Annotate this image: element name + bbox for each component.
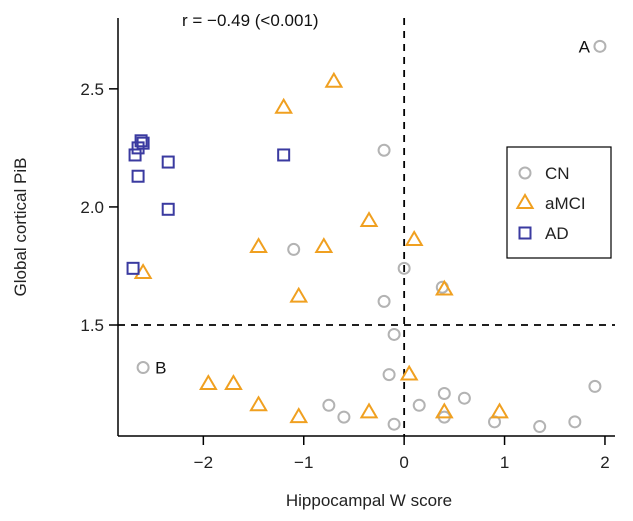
cn-point: [136, 361, 150, 375]
ad-point: [277, 148, 291, 162]
amci-point: [289, 286, 309, 303]
ad-point: [131, 169, 145, 183]
amci-point: [359, 211, 379, 228]
cn-point: [377, 143, 391, 157]
ad-point: [161, 202, 175, 216]
x-tick-label: 1: [500, 453, 509, 472]
amci-point: [274, 97, 294, 114]
amci-point: [324, 71, 344, 88]
amci-point: [434, 279, 454, 296]
legend-ad-label: AD: [545, 224, 569, 243]
x-tick-label: 0: [399, 453, 408, 472]
y-tick-label: 1.5: [80, 316, 104, 335]
cn-point: [457, 391, 471, 405]
cn-point: [387, 327, 401, 341]
amci-point: [249, 395, 268, 412]
correlation-annotation: r = −0.49 (<0.001): [182, 11, 319, 30]
x-tick-label: −2: [194, 453, 213, 472]
reference-lines: [118, 18, 615, 436]
cn-point: [382, 368, 396, 382]
amci-point: [434, 402, 454, 419]
ticks: −2 −1 0 1 2 1.5 2.0 2.5: [80, 80, 609, 472]
amci-point: [289, 407, 309, 424]
legend-amci-label: aMCI: [545, 194, 586, 213]
point-label: B: [155, 359, 166, 378]
amci-point: [314, 237, 334, 254]
legend-cn-label: CN: [545, 164, 570, 183]
y-tick-label: 2.0: [80, 198, 104, 217]
cn-point: [533, 420, 547, 434]
y-axis-title: Global cortical PiB: [11, 158, 30, 297]
x-tick-label: 2: [600, 453, 609, 472]
cn-point: [588, 379, 602, 393]
legend-cn-marker: [518, 166, 532, 180]
cn-point: [287, 242, 301, 256]
cn-point: [593, 39, 607, 53]
ad-point: [128, 148, 142, 162]
x-axis-title: Hippocampal W score: [286, 491, 452, 510]
amci-point: [199, 374, 218, 391]
ad-point: [126, 261, 140, 275]
amci-point: [404, 230, 424, 246]
cn-point: [488, 415, 502, 429]
cn-point: [322, 398, 336, 412]
amci-point: [490, 402, 509, 419]
amci-point: [249, 237, 268, 254]
legend-amci-marker: [515, 193, 535, 209]
cn-point: [387, 417, 401, 431]
y-tick-label: 2.5: [80, 80, 104, 99]
ad-point: [131, 141, 145, 155]
amci-point: [224, 374, 243, 391]
cn-point: [337, 410, 351, 424]
amci-point: [359, 402, 379, 419]
legend-ad-marker: [518, 226, 532, 240]
cn-point: [412, 398, 426, 412]
cn-point: [568, 415, 582, 429]
point-labels: AB: [155, 37, 590, 377]
ad-point: [134, 134, 148, 148]
cn-point: [397, 261, 411, 275]
point-label: A: [579, 37, 591, 56]
x-tick-label: −1: [294, 453, 313, 472]
cn-point: [437, 386, 451, 400]
axes: [117, 18, 615, 437]
amci-point: [399, 364, 419, 381]
legend: CN aMCI AD: [506, 146, 612, 259]
data-points: [126, 39, 607, 434]
ad-point: [161, 155, 175, 169]
cn-point: [377, 294, 391, 308]
